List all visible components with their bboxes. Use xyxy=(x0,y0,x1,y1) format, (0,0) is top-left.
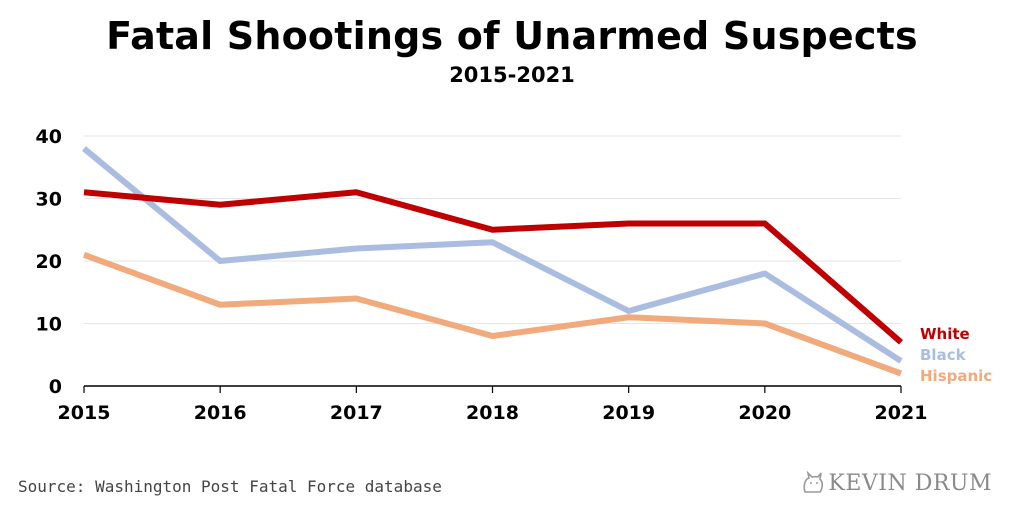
y-tick-label: 30 xyxy=(36,189,62,211)
x-tick-label: 2015 xyxy=(58,402,111,424)
series-lines xyxy=(82,146,903,377)
series-line-black xyxy=(82,146,903,364)
y-tick-label: 10 xyxy=(36,314,62,336)
y-tick-label: 20 xyxy=(36,251,62,273)
x-axis-ticks: 2015 2016 2017 2018 2019 2020 2021 xyxy=(58,402,928,424)
x-tick-label: 2018 xyxy=(466,402,519,424)
chart-title: Fatal Shootings of Unarmed Suspects xyxy=(106,14,918,58)
y-axis-ticks: 0 10 20 30 40 xyxy=(36,126,62,398)
x-tick-label: 2017 xyxy=(330,402,383,424)
x-tick-label: 2019 xyxy=(602,402,655,424)
series-label-hispanic: Hispanic xyxy=(920,367,992,385)
x-tick-label: 2021 xyxy=(875,402,928,424)
series-label-white: White xyxy=(920,325,970,343)
axes xyxy=(83,385,902,393)
brand-logo: KEVIN DRUM xyxy=(800,470,992,496)
series-line-hispanic xyxy=(82,251,903,377)
source-note: Source: Washington Post Fatal Force data… xyxy=(18,477,442,496)
y-tick-label: 0 xyxy=(49,376,62,398)
series-line-white xyxy=(83,189,903,345)
chart-subtitle: 2015-2021 xyxy=(449,63,575,87)
cat-icon xyxy=(803,470,824,493)
x-tick-label: 2020 xyxy=(738,402,791,424)
series-label-black: Black xyxy=(920,346,967,364)
x-tick-label: 2016 xyxy=(194,402,247,424)
brand-name: KEVIN DRUM xyxy=(828,470,992,496)
y-tick-label: 40 xyxy=(36,126,62,148)
series-labels: White Black Hispanic xyxy=(920,325,992,385)
